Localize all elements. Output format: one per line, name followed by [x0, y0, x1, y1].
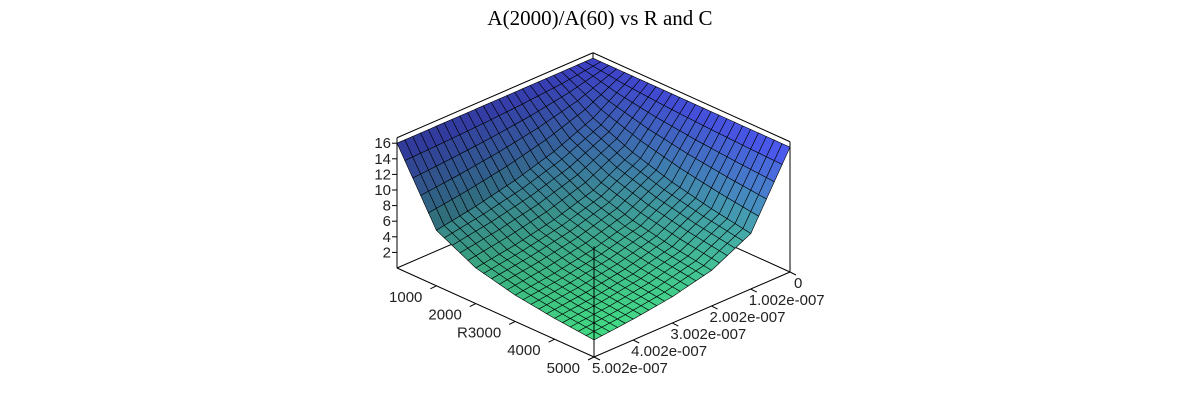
r-tick	[508, 320, 516, 325]
z-tick-label: 4	[383, 229, 391, 246]
c-tick-label: 0	[794, 275, 802, 292]
c-axis	[593, 271, 791, 358]
c-tick	[711, 305, 718, 310]
z-tick-label: 14	[374, 151, 391, 168]
z-tick-label: 8	[383, 198, 391, 215]
c-tick	[789, 271, 797, 276]
z-tick-label: 12	[374, 166, 391, 183]
z-tick-label: 6	[383, 213, 391, 230]
r-tick-label: R3000	[457, 324, 501, 341]
c-tick-label: 3.002e-007	[670, 326, 746, 343]
c-tick-label: 1.002e-007	[749, 292, 825, 309]
r-tick-label: 4000	[507, 342, 540, 359]
c-tick	[593, 356, 601, 361]
r-tick	[430, 285, 437, 290]
r-tick-label: 2000	[428, 307, 461, 324]
c-tick	[672, 322, 679, 327]
z-tick-label: 10	[374, 182, 391, 199]
r-tick-label: 1000	[389, 289, 422, 306]
chart-title: A(2000)/A(60) vs R and C	[487, 6, 713, 30]
c-tick-label: 5.002e-007	[592, 360, 668, 377]
c-tick-label: 2.002e-007	[710, 309, 786, 326]
r-tick	[469, 303, 477, 308]
z-tick-label: 2	[383, 244, 391, 261]
r-tick	[587, 356, 595, 361]
r-tick	[548, 338, 555, 343]
c-tick	[750, 288, 757, 293]
z-tick-label: 16	[374, 135, 391, 152]
box-edge	[592, 52, 791, 143]
r-axis	[396, 267, 595, 358]
box-edge	[396, 52, 594, 139]
c-tick	[632, 339, 640, 344]
c-tick-label: 4.002e-007	[631, 343, 707, 360]
r-tick-label: 5000	[547, 360, 580, 377]
